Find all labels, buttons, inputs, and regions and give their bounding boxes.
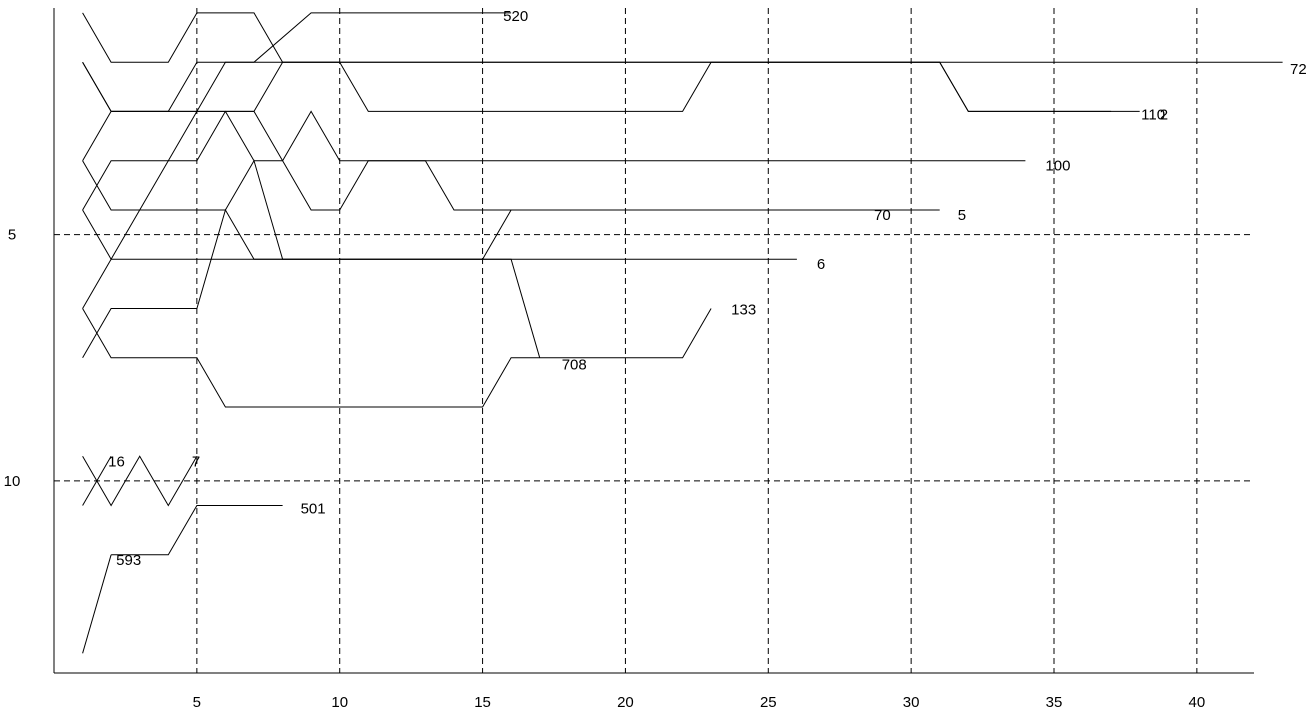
x-tick-label: 35 bbox=[1046, 694, 1063, 711]
x-tick-label: 15 bbox=[474, 694, 491, 711]
series-label-708: 708 bbox=[562, 357, 587, 374]
series-line-2 bbox=[82, 61, 1140, 112]
series-line-110 bbox=[82, 61, 1112, 161]
grid bbox=[54, 8, 1254, 673]
tick-labels: 5 10 15 20 25 30 35 40 5 10 bbox=[4, 227, 1206, 711]
x-tick-label: 40 bbox=[1189, 694, 1206, 711]
series-label-520: 520 bbox=[503, 8, 528, 25]
series-line-100 bbox=[82, 110, 1026, 211]
series-label-2: 2 bbox=[1160, 106, 1168, 123]
series-label-70: 70 bbox=[874, 207, 891, 224]
series-label-6: 6 bbox=[817, 256, 825, 273]
series-lines bbox=[82, 12, 1283, 654]
series-line-708 bbox=[82, 208, 541, 358]
series-label-16: 16 bbox=[108, 453, 125, 470]
series-label-7: 7 bbox=[192, 453, 200, 470]
x-tick-label: 10 bbox=[331, 694, 348, 711]
series-line-16 bbox=[82, 456, 112, 506]
series-label-110: 110 bbox=[1141, 106, 1165, 123]
axes bbox=[53, 8, 1254, 674]
series-line-501 bbox=[111, 505, 283, 556]
series-line-593 bbox=[82, 554, 112, 654]
series-label-100: 100 bbox=[1045, 158, 1070, 175]
x-tick-label: 5 bbox=[193, 694, 201, 711]
series-label-5: 5 bbox=[958, 207, 966, 224]
series-label-72: 72 bbox=[1290, 61, 1307, 78]
x-tick-label: 30 bbox=[903, 694, 920, 711]
y-tick-label: 5 bbox=[8, 227, 16, 244]
series-line-70 bbox=[82, 159, 854, 261]
x-tick-label: 25 bbox=[760, 694, 777, 711]
y-tick-label: 10 bbox=[4, 473, 21, 490]
series-line-7 bbox=[82, 455, 198, 507]
series-label-133: 133 bbox=[731, 301, 756, 318]
series-label-593: 593 bbox=[116, 552, 141, 569]
x-tick-label: 20 bbox=[617, 694, 634, 711]
series-label-501: 501 bbox=[301, 501, 326, 518]
series-line-6 bbox=[82, 258, 797, 309]
series-line-133 bbox=[82, 308, 712, 408]
